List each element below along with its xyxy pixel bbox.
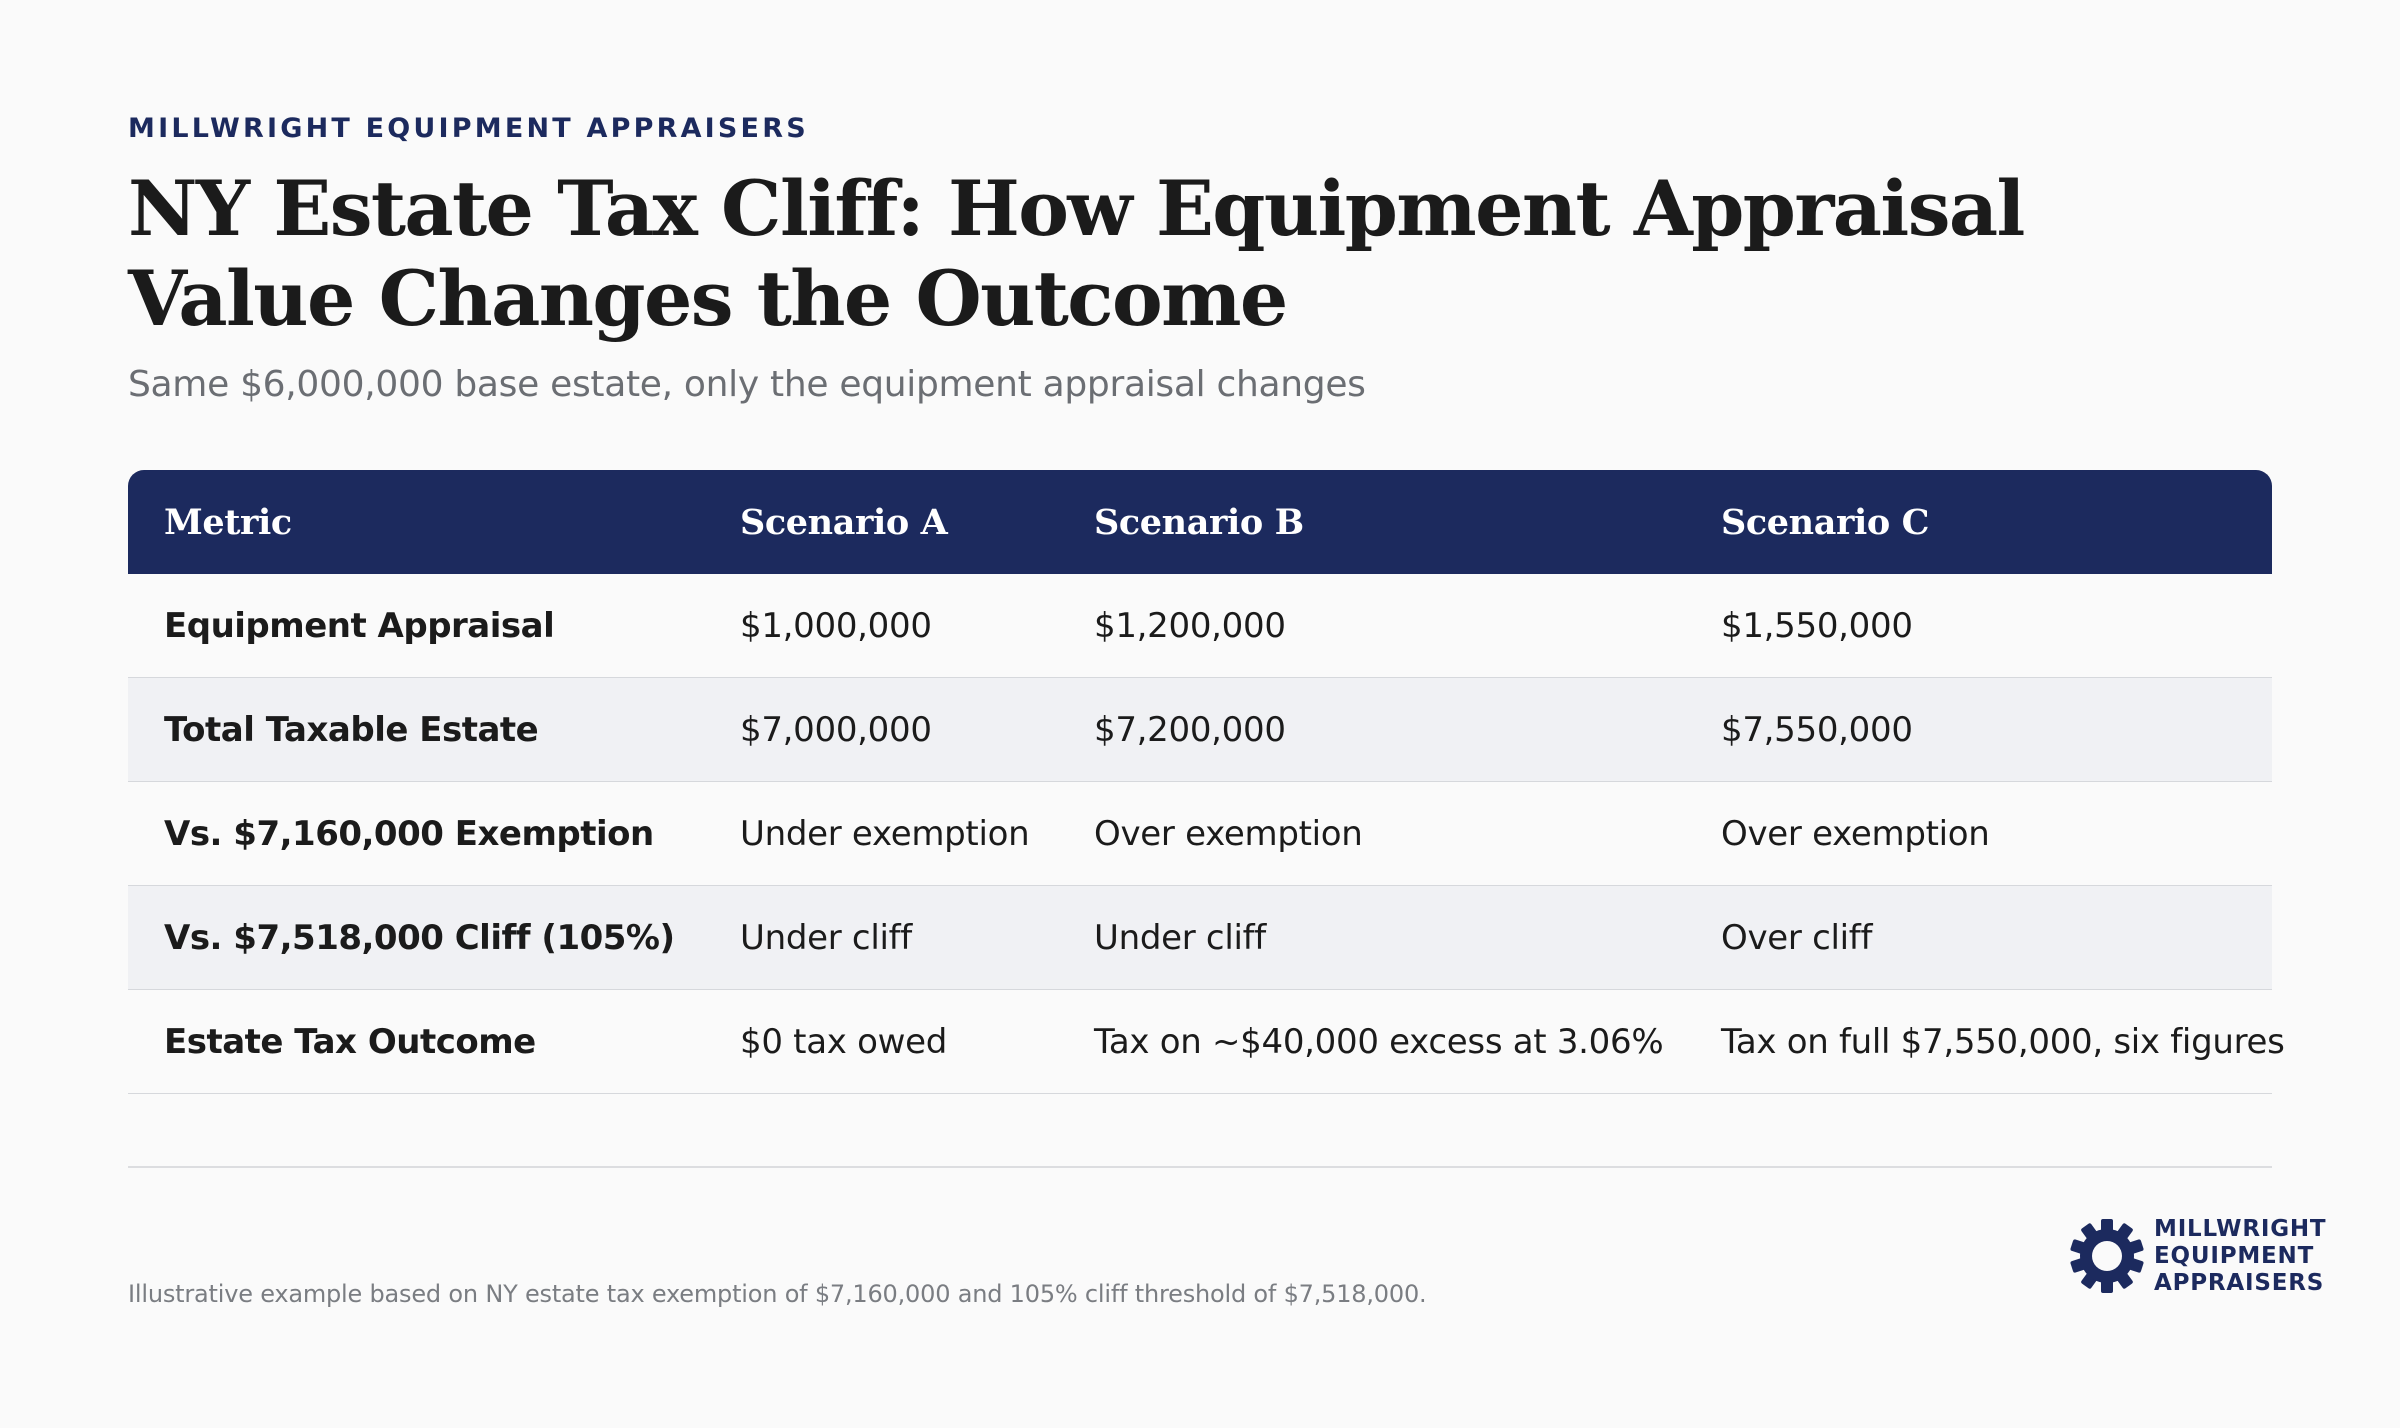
table-row: Vs. $7,160,000 Exemption Under exemption… bbox=[128, 782, 2272, 886]
header-scenario-a: Scenario A bbox=[704, 470, 1058, 574]
page-subtitle: Same $6,000,000 base estate, only the eq… bbox=[128, 364, 1366, 405]
cell-scenario-a: Under exemption bbox=[704, 782, 1058, 886]
page-title: NY Estate Tax Cliff: How Equipment Appra… bbox=[128, 164, 2025, 343]
cell-scenario-c: $7,550,000 bbox=[1685, 678, 2272, 782]
header-scenario-b: Scenario B bbox=[1058, 470, 1685, 574]
row-label: Vs. $7,160,000 Exemption bbox=[128, 782, 704, 886]
logo-line: APPRAISERS bbox=[2154, 1270, 2325, 1296]
table-header-row: Metric Scenario A Scenario B Scenario C bbox=[128, 470, 2272, 574]
row-label: Total Taxable Estate bbox=[128, 678, 704, 782]
table-row: Equipment Appraisal $1,000,000 $1,200,00… bbox=[128, 574, 2272, 678]
table-row: Estate Tax Outcome $0 tax owed Tax on ~$… bbox=[128, 990, 2285, 1094]
brand-eyebrow: MILLWRIGHT EQUIPMENT APPRAISERS bbox=[128, 113, 809, 144]
cell-scenario-a: $0 tax owed bbox=[704, 990, 1058, 1094]
logo-wordmark: MILLWRIGHT EQUIPMENT APPRAISERS bbox=[2154, 1216, 2326, 1297]
header-metric: Metric bbox=[128, 470, 704, 574]
gear-icon bbox=[2070, 1219, 2144, 1293]
row-label: Estate Tax Outcome bbox=[128, 990, 704, 1094]
row-label: Vs. $7,518,000 Cliff (105%) bbox=[128, 886, 704, 990]
table-row: Vs. $7,518,000 Cliff (105%) Under cliff … bbox=[128, 886, 2272, 990]
logo-line: EQUIPMENT bbox=[2154, 1243, 2315, 1269]
cell-scenario-b: Tax on ~$40,000 excess at 3.06% bbox=[1058, 990, 1685, 1094]
cell-scenario-c: $1,550,000 bbox=[1685, 574, 2272, 678]
table-row: Total Taxable Estate $7,000,000 $7,200,0… bbox=[128, 678, 2272, 782]
cell-scenario-c: Tax on full $7,550,000, six figures bbox=[1685, 990, 2285, 1094]
header-scenario-c: Scenario C bbox=[1685, 470, 2272, 574]
cell-scenario-c: Over exemption bbox=[1685, 782, 2272, 886]
brand-logo: MILLWRIGHT EQUIPMENT APPRAISERS bbox=[2070, 1216, 2380, 1296]
cell-scenario-a: $1,000,000 bbox=[704, 574, 1058, 678]
comparison-table: Metric Scenario A Scenario B Scenario C … bbox=[128, 470, 2285, 1094]
footer-divider bbox=[128, 1166, 2272, 1168]
row-label: Equipment Appraisal bbox=[128, 574, 704, 678]
cell-scenario-c: Over cliff bbox=[1685, 886, 2272, 990]
cell-scenario-a: Under cliff bbox=[704, 886, 1058, 990]
cell-scenario-a: $7,000,000 bbox=[704, 678, 1058, 782]
cell-scenario-b: $1,200,000 bbox=[1058, 574, 1685, 678]
cell-scenario-b: $7,200,000 bbox=[1058, 678, 1685, 782]
cell-scenario-b: Under cliff bbox=[1058, 886, 1685, 990]
logo-line: MILLWRIGHT bbox=[2154, 1216, 2327, 1242]
cell-scenario-b: Over exemption bbox=[1058, 782, 1685, 886]
footnote: Illustrative example based on NY estate … bbox=[128, 1280, 1427, 1308]
